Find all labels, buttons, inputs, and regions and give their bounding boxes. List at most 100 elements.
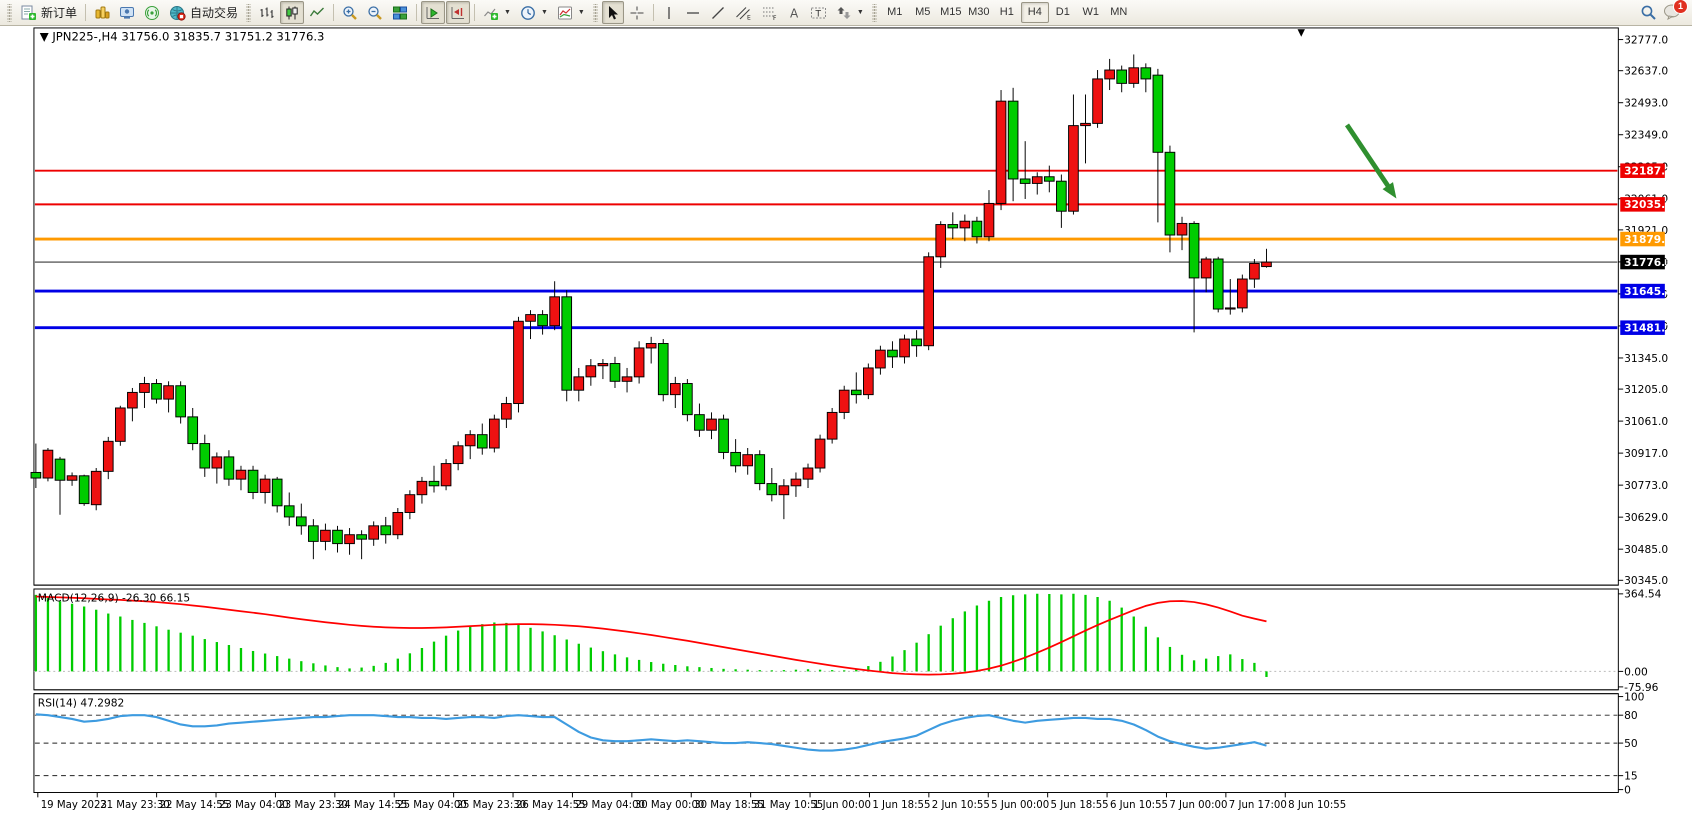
chart-title: ▼ JPN225-,H4 31756.0 31835.7 31751.2 317…: [40, 30, 325, 44]
dropdown-arrow-icon: ▼: [856, 9, 864, 16]
zoom-in-button[interactable]: [338, 1, 362, 24]
svg-text:22 May 14:55: 22 May 14:55: [160, 800, 230, 811]
bar-chart-icon: [260, 7, 274, 18]
crosshair-button[interactable]: [625, 1, 649, 24]
vertical-line-button[interactable]: [658, 1, 680, 24]
main-pane[interactable]: ▼ JPN225-,H4 31756.0 31835.7 31751.2 317…: [30, 27, 1619, 586]
line-chart-icon: [309, 7, 325, 16]
bar-chart-button[interactable]: [255, 1, 279, 24]
indicators-icon: [484, 8, 499, 20]
svg-text:31645.8: 31645.8: [1624, 285, 1672, 298]
svg-text:30773.0: 30773.0: [1624, 479, 1668, 492]
line-chart-button[interactable]: [305, 1, 329, 24]
templates-icon: [557, 6, 572, 19]
periods-button[interactable]: ▼: [516, 1, 552, 24]
indicators-button[interactable]: ▼: [479, 1, 515, 24]
chart-shift-marker[interactable]: ▼: [1298, 28, 1306, 39]
rsi-pane[interactable]: RSI(14) 47.2982: [33, 693, 1619, 794]
fibonacci-button[interactable]: F: [757, 1, 782, 24]
svg-text:25 May 23:30: 25 May 23:30: [457, 800, 527, 811]
autotrading-icon: [170, 5, 186, 21]
trendline-button[interactable]: [706, 1, 730, 24]
notifications-button[interactable]: 1: [1663, 0, 1688, 23]
toolbar-grip[interactable]: [7, 3, 12, 22]
svg-text:30 May 00:00: 30 May 00:00: [635, 800, 705, 811]
zoom-out-button[interactable]: [363, 1, 387, 24]
svg-text:6 Jun 10:55: 6 Jun 10:55: [1110, 800, 1168, 811]
zoom-in-icon: [343, 5, 357, 20]
vertical-line-icon: [668, 6, 670, 19]
toolbar-grip[interactable]: [871, 3, 877, 22]
crosshair-icon: [630, 6, 644, 19]
macd-pane[interactable]: MACD(12,26,9) -26.30 66.15: [33, 588, 1619, 691]
signals-button[interactable]: [140, 1, 164, 24]
timeframe-button-M30[interactable]: M30: [968, 6, 990, 18]
svg-text:31776.3: 31776.3: [1624, 256, 1672, 269]
timeframe-button-D1[interactable]: D1: [1055, 6, 1070, 18]
autotrading-label: 自动交易: [190, 6, 239, 20]
gold-chart-icon: [95, 6, 110, 18]
arrow-annotation[interactable]: [1344, 123, 1392, 191]
svg-text:-75.96: -75.96: [1624, 681, 1659, 694]
horizontal-line-icon: [686, 11, 699, 14]
svg-text:19 May 2023: 19 May 2023: [41, 800, 107, 811]
candlestick-chart-button[interactable]: [280, 1, 305, 24]
timeframe-button-H4[interactable]: H4: [1020, 2, 1049, 23]
svg-text:31205.0: 31205.0: [1624, 383, 1668, 396]
toolbar-grip[interactable]: [246, 3, 252, 22]
timeframe-button-W1[interactable]: W1: [1082, 6, 1100, 18]
toolbar-right-group: 1: [1640, 0, 1688, 23]
chart-window[interactable]: ▼ JPN225-,H4 31756.0 31835.7 31751.2 317…: [0, 26, 1692, 840]
svg-text:5 Jun 18:55: 5 Jun 18:55: [1051, 800, 1109, 811]
autoscroll-button[interactable]: [421, 1, 446, 24]
new-order-button[interactable]: 新订单: [16, 1, 81, 24]
svg-text:80: 80: [1624, 709, 1638, 722]
svg-text:364.54: 364.54: [1624, 588, 1661, 601]
charts-button[interactable]: [90, 1, 114, 24]
chart-shift-button[interactable]: [446, 1, 471, 24]
fibonacci-icon: F: [762, 7, 777, 21]
trendline-icon: [711, 6, 724, 19]
svg-text:15: 15: [1624, 770, 1638, 783]
svg-text:30629.0: 30629.0: [1624, 511, 1668, 524]
timeframe-button-M15[interactable]: M15: [940, 6, 962, 18]
timeframe-button-M1[interactable]: M1: [887, 6, 903, 18]
svg-text:21 May 23:30: 21 May 23:30: [100, 800, 170, 811]
clock-icon: [521, 5, 535, 20]
search-icon[interactable]: [1640, 4, 1657, 21]
dropdown-arrow-icon: ▼: [540, 9, 548, 16]
price-axis: 32777.032637.032493.032349.032205.032061…: [1618, 33, 1673, 796]
text-button[interactable]: A: [783, 1, 805, 24]
text-label-button[interactable]: T: [806, 1, 831, 24]
signals-icon: [145, 5, 160, 20]
cursor-button[interactable]: [601, 1, 624, 24]
svg-text:30345.0: 30345.0: [1624, 574, 1668, 587]
templates-button[interactable]: ▼: [553, 1, 589, 24]
svg-text:32349.0: 32349.0: [1624, 129, 1668, 142]
svg-text:31879.8: 31879.8: [1624, 233, 1672, 246]
dropdown-arrow-icon: ▼: [577, 9, 585, 16]
chart-shift-icon: [451, 6, 465, 19]
horizontal-line-button[interactable]: [681, 1, 705, 24]
svg-text:2 Jun 10:55: 2 Jun 10:55: [932, 800, 990, 811]
new-order-label: 新订单: [41, 6, 78, 20]
tile-windows-button[interactable]: [388, 1, 412, 24]
timeframe-button-M5[interactable]: M5: [915, 6, 931, 18]
svg-text:24 May 14:55: 24 May 14:55: [338, 800, 408, 811]
equidistant-channel-button[interactable]: E: [731, 1, 756, 24]
separator: [416, 4, 418, 21]
timeframe-button-MN[interactable]: MN: [1110, 6, 1128, 18]
autoscroll-icon: [426, 6, 440, 19]
svg-text:100: 100: [1624, 690, 1645, 703]
autotrading-button[interactable]: 自动交易: [165, 1, 242, 24]
svg-text:T: T: [814, 9, 821, 19]
chart-canvas[interactable]: ▼ JPN225-,H4 31756.0 31835.7 31751.2 317…: [0, 26, 1692, 840]
separator: [85, 4, 87, 21]
text-label-icon: T: [810, 7, 826, 19]
timeframe-button-H1[interactable]: H1: [999, 6, 1014, 18]
toolbar-grip[interactable]: [592, 3, 598, 22]
arrows-button[interactable]: ▼: [832, 1, 868, 24]
metaeditor-button[interactable]: [115, 1, 139, 24]
svg-text:31345.0: 31345.0: [1624, 352, 1668, 365]
